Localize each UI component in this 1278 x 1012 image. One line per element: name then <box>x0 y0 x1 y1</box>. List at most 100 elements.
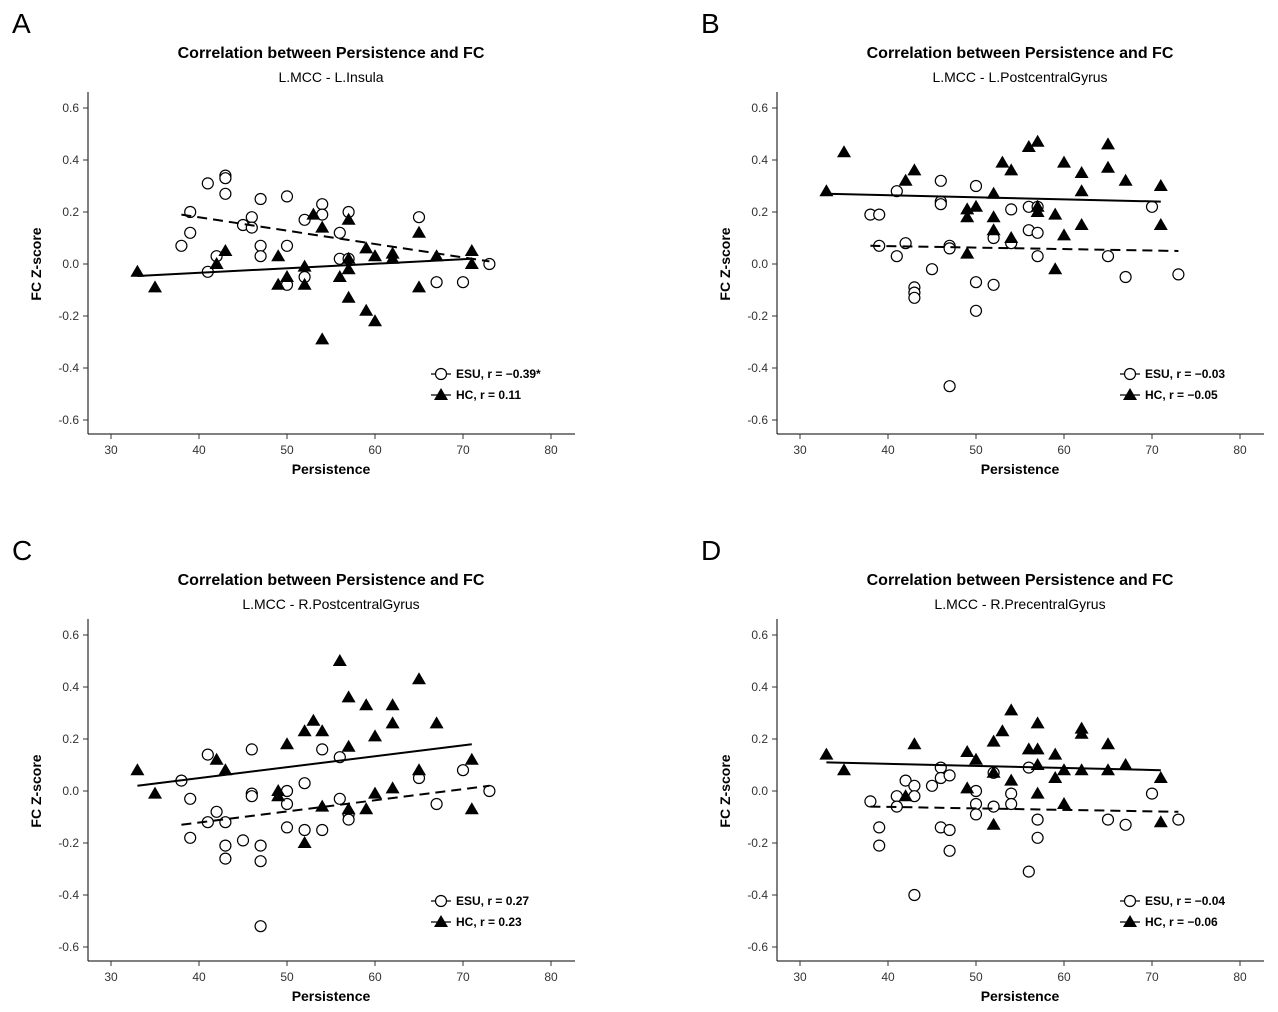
data-point-circle <box>184 792 197 805</box>
x-tick-label: 80 <box>1233 970 1247 984</box>
data-point-circle <box>1031 813 1044 826</box>
legend-label: ESU, r = 0.27 <box>456 894 529 908</box>
data-point-triangle <box>271 784 286 796</box>
data-point-triangle <box>986 223 1001 236</box>
data-point-triangle <box>385 698 400 711</box>
x-tick-label: 70 <box>456 970 470 984</box>
series-esu <box>864 761 1185 902</box>
y-tick-label: -0.6 <box>58 413 79 427</box>
data-point-circle <box>316 743 329 756</box>
data-point-triangle <box>1101 160 1115 173</box>
data-point-circle <box>890 185 903 198</box>
data-point-triangle <box>1004 231 1019 243</box>
data-point-triangle <box>1153 218 1168 230</box>
data-point-triangle <box>130 763 145 776</box>
data-point-circle <box>280 190 294 203</box>
legend-label: HC, r = 0.11 <box>456 388 521 402</box>
x-tick-label: 70 <box>1145 443 1159 457</box>
data-point-circle <box>943 242 956 255</box>
data-point-circle <box>280 239 294 252</box>
series-hc <box>819 703 1168 830</box>
data-point-triangle <box>907 163 922 176</box>
data-point-triangle <box>359 303 374 316</box>
data-point-circle <box>254 239 267 252</box>
data-point-triangle <box>280 737 294 750</box>
data-point-triangle <box>1004 703 1019 716</box>
x-tick-label: 50 <box>969 443 983 457</box>
data-point-circle <box>969 179 983 193</box>
y-tick-label: -0.4 <box>747 361 768 375</box>
fit-line-hc <box>826 761 1161 772</box>
y-tick-label: -0.6 <box>58 940 79 954</box>
data-point-circle <box>201 177 214 190</box>
data-point-circle <box>298 213 311 226</box>
data-point-circle <box>864 795 877 808</box>
y-tick-label: -0.2 <box>747 836 768 850</box>
legend-circle-icon <box>434 367 448 381</box>
data-point-triangle <box>271 249 286 262</box>
x-tick-label: 50 <box>280 970 294 984</box>
panel-label: B <box>701 8 720 39</box>
y-tick-label: 0.0 <box>751 257 768 271</box>
y-axis-label: FC Z-score <box>717 754 733 827</box>
y-tick-label: 0.2 <box>751 205 768 219</box>
series-esu <box>175 743 496 933</box>
x-axis-label: Persistence <box>292 988 371 1004</box>
data-point-triangle <box>385 251 400 264</box>
data-point-circle <box>873 208 886 221</box>
legend-triangle-icon <box>434 915 448 927</box>
data-point-circle <box>943 380 956 393</box>
data-point-circle <box>873 839 886 852</box>
data-point-triangle <box>1048 771 1063 783</box>
legend-label: HC, r = −0.06 <box>1145 915 1218 929</box>
data-point-triangle <box>271 277 286 290</box>
data-point-circle <box>1101 250 1115 263</box>
panel-label: D <box>701 535 721 566</box>
data-point-circle <box>1101 813 1115 826</box>
data-point-triangle <box>464 257 479 269</box>
data-point-triangle <box>359 241 374 254</box>
x-tick-label: 60 <box>1057 443 1071 457</box>
x-tick-label: 70 <box>456 443 470 457</box>
data-point-triangle <box>1118 758 1133 770</box>
data-point-triangle <box>907 737 922 750</box>
data-point-triangle <box>1004 773 1019 786</box>
data-point-triangle <box>341 262 356 275</box>
data-point-triangle <box>385 716 400 729</box>
data-point-triangle <box>960 246 975 259</box>
data-point-circle <box>969 276 983 289</box>
data-point-triangle <box>341 739 356 752</box>
data-point-circle <box>201 748 214 761</box>
data-point-triangle <box>429 249 444 262</box>
data-point-circle <box>333 226 346 239</box>
series-esu <box>864 174 1185 393</box>
data-point-circle <box>890 250 903 263</box>
data-point-triangle <box>306 713 321 726</box>
series-hc <box>130 207 479 345</box>
data-point-triangle <box>1118 173 1133 186</box>
series-hc <box>819 134 1168 275</box>
data-point-circle <box>1031 226 1044 239</box>
data-point-triangle <box>1057 763 1071 776</box>
data-point-circle <box>298 823 311 837</box>
panel-b: B Correlation between Persistence and FC L… <box>701 8 1264 477</box>
data-point-triangle <box>306 207 321 220</box>
x-tick-label: 70 <box>1145 970 1159 984</box>
y-tick-label: -0.4 <box>58 888 79 902</box>
chart-title: Correlation between Persistence and FC <box>867 572 1174 589</box>
data-point-circle <box>210 805 223 818</box>
x-tick-label: 80 <box>1233 443 1247 457</box>
y-tick-label: 0.6 <box>751 628 768 642</box>
data-point-triangle <box>297 724 312 737</box>
y-tick-label: 0.6 <box>751 101 768 115</box>
data-point-circle <box>430 276 443 289</box>
data-point-circle <box>943 769 956 782</box>
data-point-triangle <box>412 280 426 293</box>
data-point-circle <box>456 276 470 289</box>
y-tick-label: 0.4 <box>62 153 79 167</box>
data-point-circle <box>483 784 496 798</box>
data-point-triangle <box>1048 747 1063 760</box>
data-point-triangle <box>1057 228 1071 241</box>
y-axis-label: FC Z-score <box>28 227 44 300</box>
x-tick-label: 30 <box>793 970 807 984</box>
